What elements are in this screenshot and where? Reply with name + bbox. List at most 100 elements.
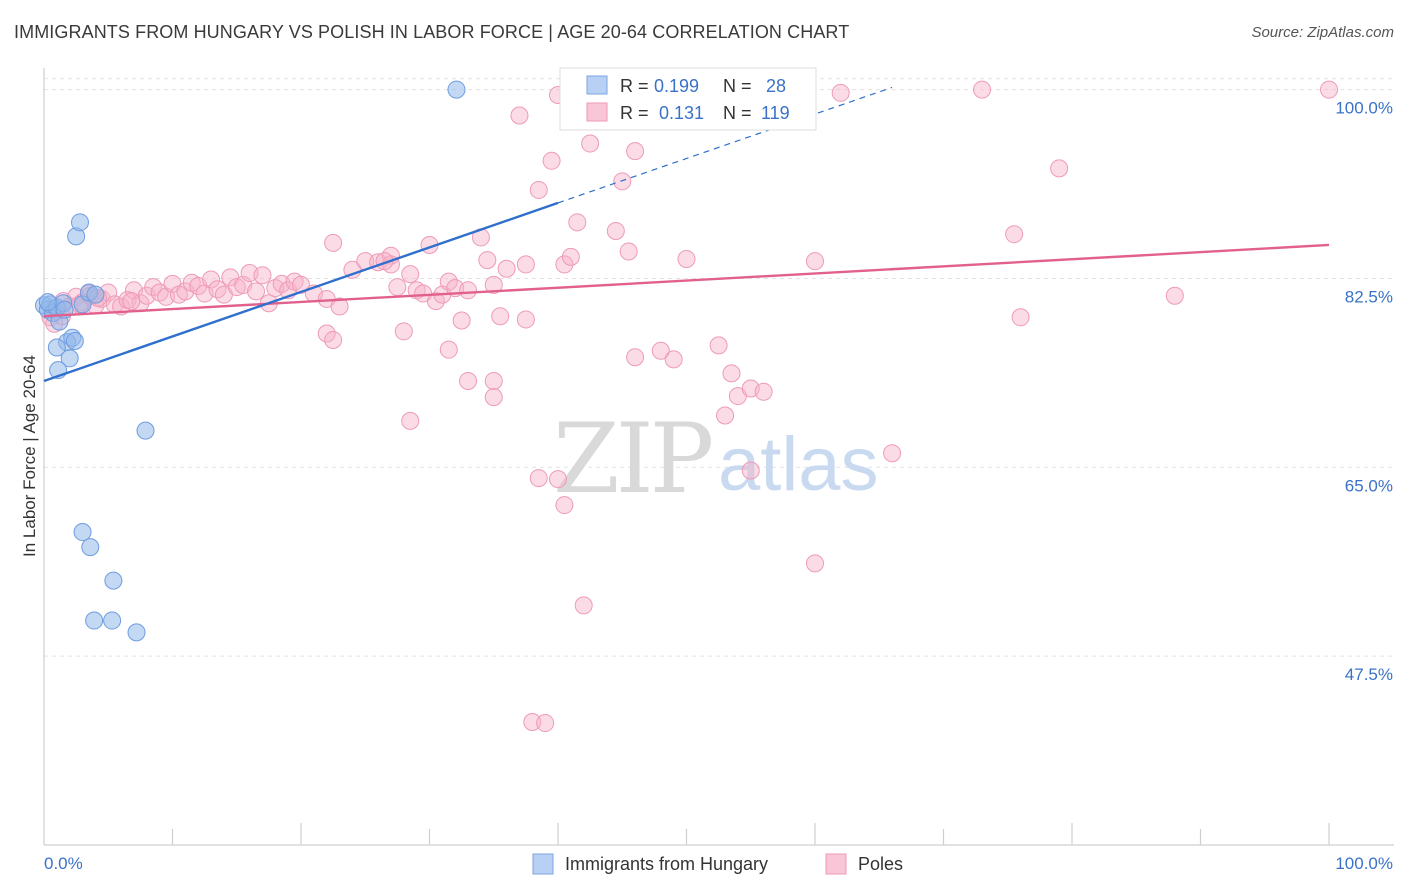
hungary-point-26 — [38, 293, 57, 312]
poles-point-119 — [555, 496, 574, 515]
poles-point-104 — [806, 252, 824, 271]
poles-point-80 — [561, 247, 580, 266]
watermark-atlas: atlas — [718, 422, 879, 507]
bottom-legend-swatch-hungary[interactable] — [532, 853, 554, 875]
poles-point-29 — [227, 278, 246, 297]
y-tick-label-2: 82.5% — [1345, 287, 1393, 306]
poles-point-112 — [1320, 80, 1338, 99]
poles-point-39 — [292, 275, 310, 294]
poles-point-53 — [388, 278, 407, 297]
bottom-legend-swatch-poles[interactable] — [825, 853, 847, 875]
legend-r-label-poles: R = — [620, 103, 649, 123]
poles-point-74 — [497, 259, 516, 278]
poles-trend-line — [43, 243, 1330, 318]
poles-point-111 — [1165, 286, 1184, 305]
hungary-point-18 — [136, 421, 155, 440]
legend-r-value-poles: 0.131 — [659, 103, 704, 123]
x-tick-label-max: 100.0% — [1335, 854, 1393, 873]
bottom-legend-label-poles[interactable]: Poles — [858, 854, 903, 874]
poles-point-60 — [330, 297, 349, 316]
source-credit: Source: ZipAtlas.com — [1251, 24, 1394, 41]
poles-point-114 — [439, 340, 458, 359]
hungary-point-11 — [70, 213, 89, 232]
y-axis-label: In Labor Force | Age 20-64 — [20, 355, 39, 557]
watermark: ZIP atlas — [553, 403, 879, 515]
hungary-points — [35, 80, 466, 642]
poles-point-65 — [414, 284, 433, 303]
hungary-point-15 — [47, 338, 66, 357]
y-tick-label-3: 100.0% — [1335, 99, 1393, 118]
poles-point-89 — [664, 350, 683, 369]
poles-point-98 — [741, 461, 760, 480]
hungary-point-24 — [127, 623, 146, 642]
watermark-zip: ZIP — [553, 403, 712, 515]
poles-point-68 — [452, 311, 471, 330]
poles-point-66 — [439, 272, 458, 291]
hungary-point-25 — [447, 80, 466, 99]
poles-point-87 — [626, 348, 645, 367]
y-tick-label-0: 47.5% — [1345, 665, 1393, 684]
poles-point-25 — [202, 270, 221, 289]
hungary-trend-line — [43, 201, 559, 383]
hungary-point-22 — [85, 611, 104, 630]
poles-point-75 — [516, 255, 535, 274]
poles-point-109 — [1011, 308, 1030, 327]
hungary-point-17 — [65, 332, 84, 351]
bottom-legend-label-hungary[interactable]: Immigrants from Hungary — [565, 854, 768, 874]
poles-point-54 — [401, 265, 420, 284]
legend-swatch-poles — [586, 102, 608, 122]
poles-point-63 — [394, 322, 413, 341]
poles-point-93 — [709, 336, 728, 355]
y-tick-labels: 47.5% 65.0% 82.5% 100.0% — [1335, 99, 1393, 685]
poles-point-121 — [574, 596, 593, 615]
poles-point-94 — [716, 406, 735, 425]
legend-n-label-hungary: N = — [723, 76, 752, 96]
hungary-point-20 — [81, 538, 100, 557]
hungary-trend-extension — [557, 86, 893, 204]
poles-point-108 — [1005, 225, 1024, 244]
poles-point-124 — [536, 714, 555, 733]
poles-point-122 — [806, 554, 824, 573]
poles-point-95 — [722, 364, 741, 383]
poles-point-73 — [491, 307, 510, 326]
poles-point-101 — [510, 106, 529, 125]
axes — [43, 68, 1394, 846]
poles-point-99 — [754, 382, 773, 401]
poles-point-116 — [484, 388, 503, 407]
poles-point-117 — [401, 411, 420, 430]
poles-point-86 — [619, 242, 638, 261]
poles-point-81 — [568, 213, 587, 232]
legend-swatch-hungary — [586, 75, 608, 95]
chart-title: IMMIGRANTS FROM HUNGARY VS POLISH IN LAB… — [14, 22, 850, 42]
hungary-point-14 — [86, 285, 105, 304]
y-tick-label-1: 65.0% — [1345, 476, 1393, 495]
poles-point-88 — [651, 341, 670, 360]
poles-point-100 — [626, 142, 645, 161]
poles-point-32 — [247, 282, 266, 301]
trend-lines — [43, 86, 1330, 383]
poles-point-106 — [883, 444, 902, 463]
poles-point-49 — [343, 260, 362, 279]
stats-legend: R = 0.199 N = 28 R = 0.131 N = 119 — [559, 67, 817, 131]
poles-point-85 — [606, 221, 625, 240]
hungary-point-8 — [60, 349, 79, 368]
poles-point-47 — [122, 292, 141, 311]
legend-n-value-poles: 119 — [761, 103, 790, 123]
poles-point-91 — [677, 250, 696, 269]
poles-point-33 — [253, 266, 272, 285]
poles-point-123 — [523, 712, 542, 731]
poles-point-107 — [973, 80, 992, 99]
poles-point-79 — [555, 255, 574, 274]
hungary-point-21 — [104, 571, 123, 590]
legend-n-label-poles: N = — [723, 103, 752, 123]
series-legend: Immigrants from Hungary Poles — [532, 853, 903, 875]
poles-point-120 — [529, 469, 548, 488]
poles-point-105 — [831, 83, 850, 102]
x-tick-label-min: 0.0% — [44, 854, 83, 873]
poles-point-110 — [1050, 159, 1069, 178]
poles-point-69 — [459, 281, 478, 300]
poles-point-78 — [542, 151, 561, 170]
x-ticks — [171, 823, 1330, 845]
hungary-point-19 — [73, 523, 92, 542]
